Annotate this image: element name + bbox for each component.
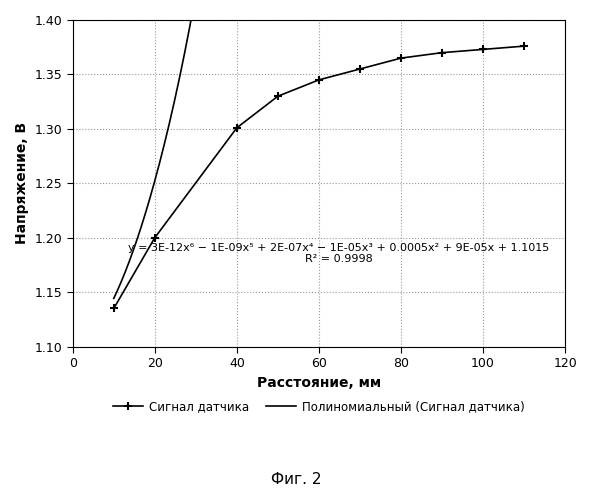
Сигнал датчика bbox=[151, 234, 158, 240]
X-axis label: Расстояние, мм: Расстояние, мм bbox=[257, 376, 381, 390]
Сигнал датчика bbox=[480, 46, 487, 52]
Сигнал датчика bbox=[520, 43, 527, 49]
Сигнал датчика bbox=[397, 55, 404, 61]
Сигнал датчика bbox=[356, 66, 363, 72]
Line: Полиномиальный (Сигнал датчика): Полиномиальный (Сигнал датчика) bbox=[114, 0, 524, 298]
Сигнал датчика bbox=[316, 77, 323, 83]
Legend: Сигнал датчика, Полиномиальный (Сигнал датчика): Сигнал датчика, Полиномиальный (Сигнал д… bbox=[108, 395, 529, 417]
Сигнал датчика bbox=[274, 93, 281, 99]
Сигнал датчика bbox=[233, 125, 240, 131]
Text: Фиг. 2: Фиг. 2 bbox=[271, 472, 321, 488]
Line: Сигнал датчика: Сигнал датчика bbox=[110, 42, 528, 312]
Сигнал датчика bbox=[110, 306, 117, 312]
Полиномиальный (Сигнал датчика) bbox=[110, 296, 117, 302]
Y-axis label: Напряжение, В: Напряжение, В bbox=[15, 122, 29, 244]
Сигнал датчика bbox=[439, 50, 446, 56]
Text: y = 3E-12x⁶ − 1E-09x⁵ + 2E-07x⁴ − 1E-05x³ + 0.0005x² + 9E-05x + 1.1015
R² = 0.99: y = 3E-12x⁶ − 1E-09x⁵ + 2E-07x⁴ − 1E-05x… bbox=[128, 242, 549, 264]
